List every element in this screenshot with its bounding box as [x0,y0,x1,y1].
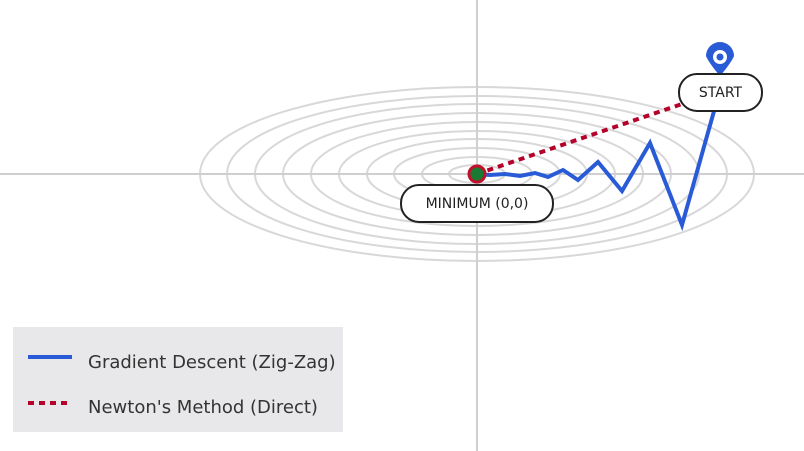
start-box [678,73,763,112]
start-pin [706,42,734,76]
newton-path [476,102,683,176]
minimum-point [467,164,487,184]
legend: Gradient Descent (Zig-Zag) Newton's Meth… [13,327,343,432]
gradient-path [476,103,718,232]
legend-label: Gradient Descent (Zig-Zag) [88,352,336,373]
legend-label: Newton's Method (Direct) [88,397,318,418]
legend-box [13,327,343,432]
minimum-box [400,184,554,223]
start-label: START [699,85,743,101]
minimum-label: MINIMUM (0,0) [426,196,529,212]
